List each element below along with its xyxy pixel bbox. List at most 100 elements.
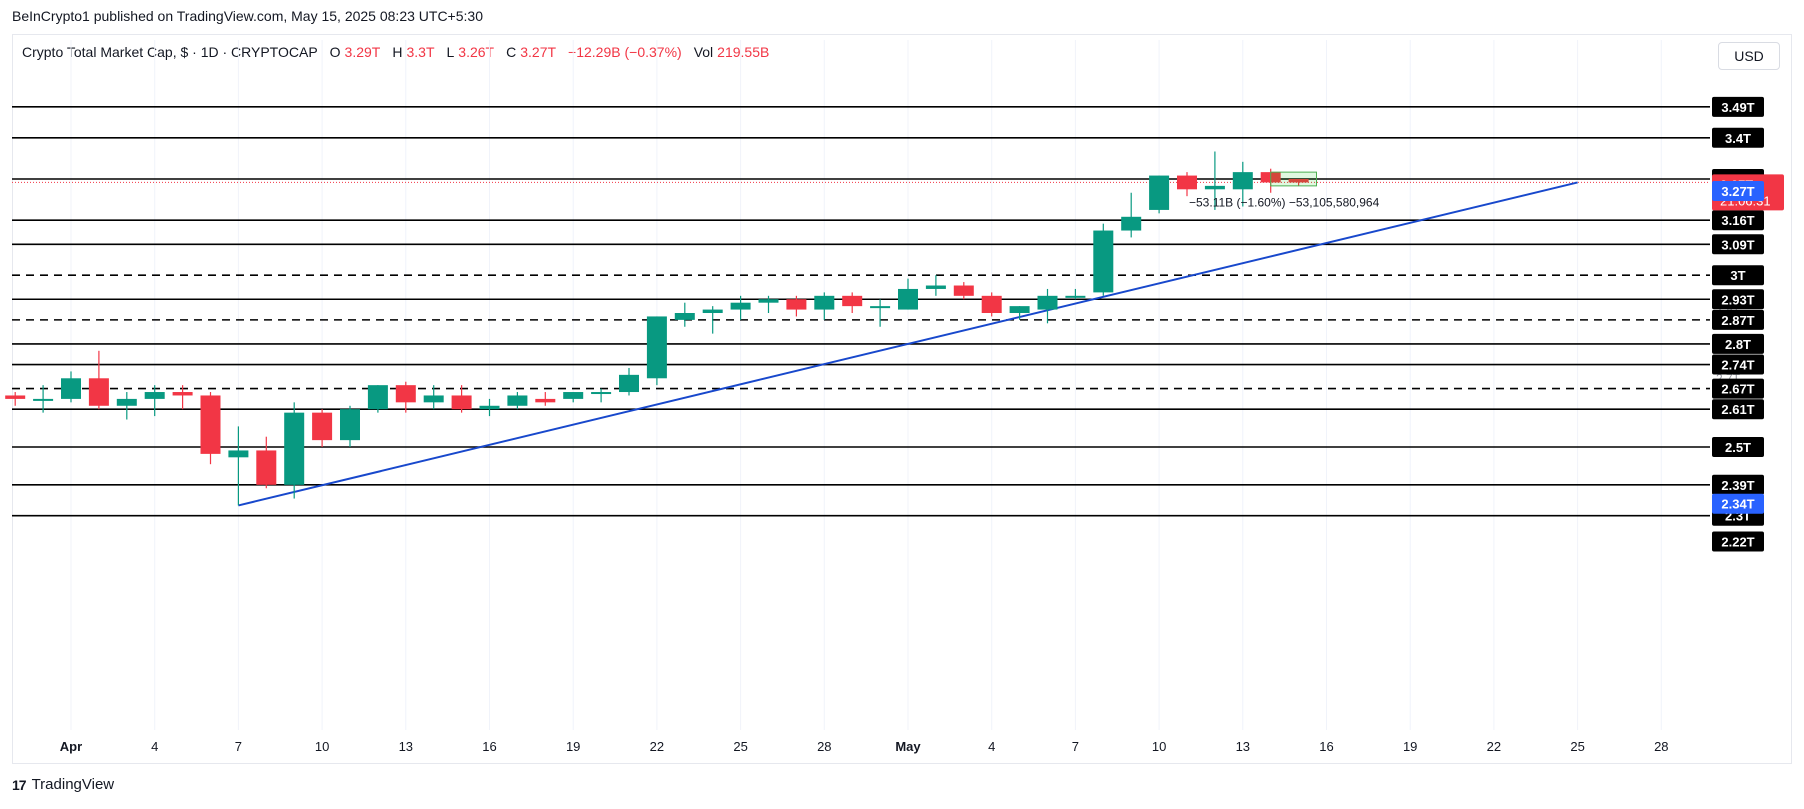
level-tag: 2.93T <box>1721 292 1754 307</box>
candle-up <box>646 316 667 379</box>
candle-up <box>1204 185 1225 190</box>
candle-down <box>395 385 416 403</box>
candle-up <box>116 398 137 406</box>
candle-down <box>200 395 221 454</box>
candle-down <box>842 295 863 307</box>
candle-down <box>451 395 472 410</box>
x-tick-label: 16 <box>1319 739 1333 754</box>
x-tick-label: 7 <box>235 739 242 754</box>
level-tag-bg <box>1712 378 1764 399</box>
publisher-credit: BeInCrypto1 published on TradingView.com… <box>12 8 483 24</box>
open-value: 3.29T <box>344 44 381 60</box>
level-tag-bg <box>1712 333 1764 354</box>
x-tick-label: 25 <box>1570 739 1584 754</box>
level-tag: 3.09T <box>1721 237 1754 252</box>
x-tick-label: 19 <box>566 739 580 754</box>
low-value: 3.26T <box>458 44 495 60</box>
candle-up <box>479 405 500 410</box>
candle-up <box>144 392 165 399</box>
x-tick-label: 13 <box>1236 739 1250 754</box>
level-tag: 3T <box>1730 268 1745 283</box>
x-tick-label: 19 <box>1403 739 1417 754</box>
candle-up <box>1093 230 1114 293</box>
candle-up <box>1065 295 1086 298</box>
candle-up <box>284 412 305 485</box>
candle-up <box>870 306 891 309</box>
x-tick-label: 4 <box>988 739 995 754</box>
x-tick-label: Apr <box>60 739 82 754</box>
candle-down <box>5 395 26 399</box>
level-tag-bg <box>1712 210 1764 231</box>
blue-tag-bg <box>1712 493 1764 514</box>
level-tag-bg <box>1712 399 1764 420</box>
x-tick-label: 10 <box>1152 739 1166 754</box>
level-tag-bg <box>1712 437 1764 458</box>
currency-button[interactable]: USD <box>1718 42 1780 70</box>
candle-up <box>423 395 444 403</box>
close-value: 3.27T <box>520 44 557 60</box>
level-tag: 3.4T <box>1725 131 1751 146</box>
x-tick-label: 16 <box>482 739 496 754</box>
level-tag-bg <box>1712 354 1764 375</box>
level-tag: 2.74T <box>1721 358 1754 373</box>
trendline <box>238 181 1578 507</box>
tradingview-logo[interactable]: 17 TradingView <box>12 776 114 793</box>
candle-up <box>507 395 528 406</box>
level-tag-bg <box>1712 265 1764 286</box>
candle-up <box>619 374 639 393</box>
candle-up <box>730 302 751 310</box>
candle-down <box>312 412 333 441</box>
level-tag-bg <box>1712 96 1764 117</box>
x-tick-label: May <box>895 739 921 754</box>
candle-up <box>228 450 249 458</box>
candle-down <box>1288 179 1309 183</box>
candle-down <box>1177 175 1197 190</box>
candle-up <box>340 409 360 441</box>
blue-tag: 3.27T <box>1721 184 1754 199</box>
candle-up <box>674 313 695 320</box>
open-label: O <box>329 44 341 60</box>
change-value: −12.29B (−0.37%) <box>568 44 682 60</box>
level-tag: 3.49T <box>1721 100 1754 115</box>
close-label: C <box>506 44 517 60</box>
range-label: −53.11B (−1.60%) −53,105,580,964 <box>1189 195 1380 209</box>
candle-up <box>1149 175 1170 210</box>
candle-down <box>953 285 974 296</box>
x-tick-label: 25 <box>733 739 747 754</box>
candle-down <box>172 392 193 396</box>
candle-up <box>758 299 779 303</box>
candle-up <box>1037 295 1058 310</box>
candle-down <box>535 398 556 403</box>
candle-up <box>61 378 81 399</box>
blue-tag-bg <box>1712 181 1764 202</box>
tradingview-brand: TradingView <box>31 776 115 793</box>
candle-up <box>1232 172 1253 190</box>
candle-down <box>256 450 277 485</box>
candle-down <box>981 295 1002 314</box>
x-tick-label: 4 <box>151 739 158 754</box>
symbol-title[interactable]: Crypto Total Market Cap, $ · 1D · CRYPTO… <box>22 44 318 60</box>
candle-up <box>33 398 54 401</box>
high-value: 3.3T <box>406 44 435 60</box>
level-tag-bg <box>1712 234 1764 255</box>
level-tag: 2.61T <box>1721 402 1754 417</box>
level-tag: 3.16T <box>1721 213 1754 228</box>
level-tag: 2.39T <box>1721 478 1754 493</box>
level-tag-bg <box>1712 474 1764 495</box>
candle-up <box>367 385 388 410</box>
level-tag: 2.87T <box>1721 313 1754 328</box>
symbol-header: Crypto Total Market Cap, $ · 1D · CRYPTO… <box>22 44 769 60</box>
level-tag-bg <box>1712 289 1764 310</box>
level-tag-bg <box>1712 309 1764 330</box>
volume-value: 219.55B <box>717 44 770 60</box>
level-tag: 2.67T <box>1721 382 1754 397</box>
candle-up <box>925 285 946 289</box>
volume-label: Vol <box>693 44 714 60</box>
level-tag: 2.5T <box>1725 440 1751 455</box>
level-tag-bg <box>1712 127 1764 148</box>
range-box <box>1270 171 1317 187</box>
level-tag: 2.8T <box>1725 337 1751 352</box>
candle-up <box>898 288 918 310</box>
candle-up <box>563 392 584 399</box>
price-chart[interactable]: −53.11B (−1.60%) −53,105,580,9643.5T2.9T… <box>0 0 1804 770</box>
